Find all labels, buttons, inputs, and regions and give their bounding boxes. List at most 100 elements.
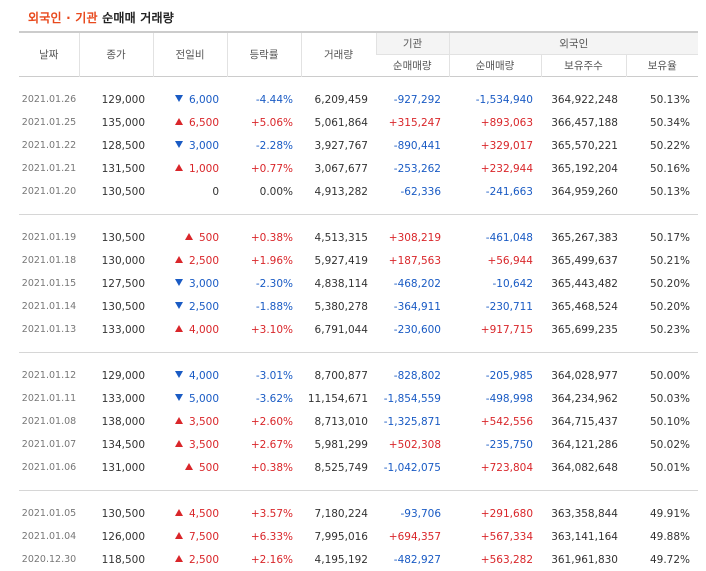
cell-date: 2021.01.07 xyxy=(19,433,79,456)
cell-foreign-net: +567,334 xyxy=(449,525,541,548)
cell-foreign-holding: 365,443,482 xyxy=(541,272,626,295)
cell-foreign-net: -205,985 xyxy=(449,364,541,387)
cell-close: 134,500 xyxy=(79,433,153,456)
cell-close: 130,500 xyxy=(79,226,153,249)
cell-volume: 3,927,767 xyxy=(301,134,376,157)
cell-change-value: 3,000 xyxy=(189,140,219,152)
triangle-up-icon xyxy=(175,325,183,332)
cell-foreign-holding: 365,468,524 xyxy=(541,295,626,318)
cell-change-value: 3,500 xyxy=(189,439,219,451)
cell-foreign-net: -230,711 xyxy=(449,295,541,318)
header-institution-group: 기관 xyxy=(376,32,449,55)
cell-date: 2021.01.19 xyxy=(19,226,79,249)
cell-change: 500 xyxy=(153,456,227,479)
cell-change: 500 xyxy=(153,226,227,249)
triangle-up-icon xyxy=(175,164,183,171)
cell-date: 2021.01.08 xyxy=(19,410,79,433)
cell-date: 2021.01.21 xyxy=(19,157,79,180)
cell-change-value: 5,000 xyxy=(189,393,219,405)
cell-volume: 6,209,459 xyxy=(301,88,376,111)
cell-foreign-holding: 363,358,844 xyxy=(541,502,626,525)
cell-foreign-holding: 364,028,977 xyxy=(541,364,626,387)
cell-foreign-ratio: 49.91% xyxy=(626,502,698,525)
cell-rate: +0.38% xyxy=(227,456,301,479)
cell-date: 2021.01.12 xyxy=(19,364,79,387)
cell-rate: +3.57% xyxy=(227,502,301,525)
net-trading-table: 날짜 종가 전일비 등락률 거래량 기관 외국인 순매매량 순매매량 보유주수 … xyxy=(19,31,698,571)
cell-rate: -2.28% xyxy=(227,134,301,157)
cell-inst-net: -927,292 xyxy=(376,88,449,111)
cell-change-value: 6,500 xyxy=(189,117,219,129)
cell-volume: 5,981,299 xyxy=(301,433,376,456)
cell-foreign-ratio: 49.88% xyxy=(626,525,698,548)
cell-foreign-holding: 364,959,260 xyxy=(541,180,626,203)
cell-change: 4,500 xyxy=(153,502,227,525)
cell-foreign-ratio: 49.72% xyxy=(626,548,698,571)
cell-foreign-ratio: 50.23% xyxy=(626,318,698,341)
cell-rate: -3.01% xyxy=(227,364,301,387)
triangle-up-icon xyxy=(185,463,193,470)
cell-date: 2021.01.05 xyxy=(19,502,79,525)
cell-foreign-holding: 365,570,221 xyxy=(541,134,626,157)
cell-rate: +0.77% xyxy=(227,157,301,180)
cell-foreign-holding: 364,234,962 xyxy=(541,387,626,410)
title-rest: 순매매 거래량 xyxy=(98,11,174,25)
cell-inst-net: -1,325,871 xyxy=(376,410,449,433)
cell-inst-net: -253,262 xyxy=(376,157,449,180)
cell-foreign-holding: 364,715,437 xyxy=(541,410,626,433)
cell-date: 2021.01.11 xyxy=(19,387,79,410)
cell-volume: 5,927,419 xyxy=(301,249,376,272)
cell-inst-net: -482,927 xyxy=(376,548,449,571)
cell-close: 133,000 xyxy=(79,387,153,410)
cell-volume: 8,713,010 xyxy=(301,410,376,433)
cell-foreign-ratio: 50.22% xyxy=(626,134,698,157)
cell-change-value: 7,500 xyxy=(189,531,219,543)
cell-date: 2021.01.22 xyxy=(19,134,79,157)
cell-foreign-net: -10,642 xyxy=(449,272,541,295)
cell-volume: 11,154,671 xyxy=(301,387,376,410)
triangle-up-icon xyxy=(185,233,193,240)
triangle-down-icon xyxy=(175,95,183,102)
cell-close: 118,500 xyxy=(79,548,153,571)
cell-change-value: 3,000 xyxy=(189,278,219,290)
cell-volume: 4,913,282 xyxy=(301,180,376,203)
title-institution: 기관 xyxy=(75,11,97,25)
cell-foreign-holding: 366,457,188 xyxy=(541,111,626,134)
cell-close: 131,500 xyxy=(79,157,153,180)
cell-foreign-net: -241,663 xyxy=(449,180,541,203)
triangle-up-icon xyxy=(175,440,183,447)
cell-inst-net: -828,802 xyxy=(376,364,449,387)
cell-inst-net: +502,308 xyxy=(376,433,449,456)
header-inst-net: 순매매량 xyxy=(376,55,449,77)
cell-inst-net: +315,247 xyxy=(376,111,449,134)
cell-foreign-ratio: 50.03% xyxy=(626,387,698,410)
cell-foreign-ratio: 50.10% xyxy=(626,410,698,433)
cell-change-value: 500 xyxy=(199,462,219,474)
cell-rate: -3.62% xyxy=(227,387,301,410)
cell-date: 2021.01.13 xyxy=(19,318,79,341)
cell-close: 131,000 xyxy=(79,456,153,479)
cell-rate: 0.00% xyxy=(227,180,301,203)
cell-volume: 7,995,016 xyxy=(301,525,376,548)
cell-volume: 4,195,192 xyxy=(301,548,376,571)
cell-change: 1,000 xyxy=(153,157,227,180)
cell-foreign-ratio: 50.13% xyxy=(626,88,698,111)
cell-rate: -2.30% xyxy=(227,272,301,295)
cell-rate: +3.10% xyxy=(227,318,301,341)
cell-foreign-net: -1,534,940 xyxy=(449,88,541,111)
cell-foreign-net: +893,063 xyxy=(449,111,541,134)
cell-close: 126,000 xyxy=(79,525,153,548)
cell-foreign-holding: 365,699,235 xyxy=(541,318,626,341)
triangle-down-icon xyxy=(175,394,183,401)
header-foreign-net: 순매매량 xyxy=(449,55,541,77)
cell-foreign-holding: 365,499,637 xyxy=(541,249,626,272)
